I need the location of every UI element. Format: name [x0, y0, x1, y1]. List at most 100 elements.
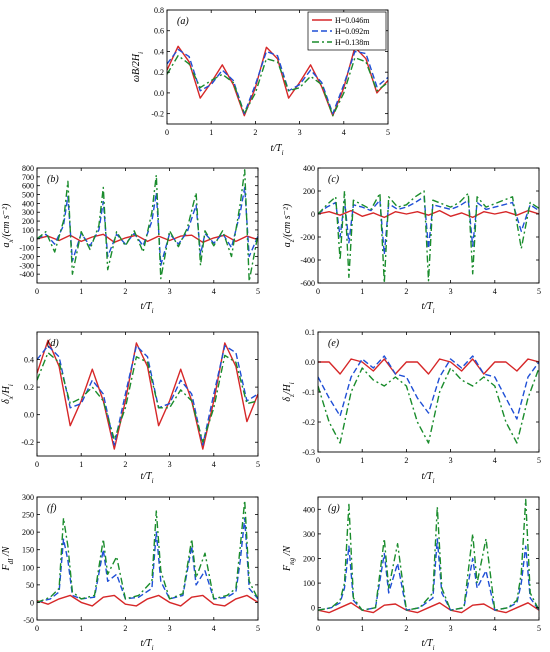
x-tick-label: 3 — [449, 624, 453, 633]
x-tick-label: 0 — [35, 624, 39, 633]
y-axis-label: ax/(cm s⁻²) — [1, 203, 15, 248]
x-tick-label: 0 — [35, 460, 39, 469]
series-line-h-0-138m — [318, 367, 539, 444]
plot-frame — [317, 167, 540, 284]
series-line-h-0-138m — [37, 169, 258, 282]
x-tick-label: 4 — [212, 460, 216, 469]
x-tick-label: 3 — [168, 287, 172, 296]
series-group — [167, 45, 388, 117]
panel-label: (c) — [328, 174, 340, 185]
plot-frame — [36, 496, 259, 621]
x-axis-label: t/Ti — [270, 143, 283, 157]
series-group — [318, 498, 539, 614]
x-tick-label: 0 — [165, 128, 169, 137]
y-tick-label: 0.0 — [305, 358, 315, 367]
series-line-h-0-138m — [167, 54, 388, 117]
panel-b: 0 1 2 3 4 5-400-300-200-100010020030040050060… — [1, 164, 260, 315]
series-line-h-0-046m — [318, 358, 539, 375]
y-tick-label: 0.0 — [24, 411, 34, 420]
y-tick-label: -0.2 — [21, 438, 34, 447]
y-axis-label: ωB/2Hi — [131, 52, 145, 82]
y-tick-label: 0 — [30, 598, 34, 607]
y-tick-label: -0.1 — [302, 388, 315, 397]
x-tick-label: 2 — [123, 460, 127, 469]
series-group — [318, 355, 539, 444]
panel-c: 0 1 2 3 4 5 -600 -400 -200 0 200 400 (c) t/Ti az/(cm s… — [282, 164, 541, 315]
y-tick-label: 300 — [303, 530, 315, 539]
y-tick-label: 250 — [22, 511, 34, 520]
series-line-h-0-046m — [318, 209, 539, 219]
y-axis-label: az/(cm s⁻²) — [282, 203, 296, 247]
legend: H=0.046m H=0.092m H=0.138m — [307, 11, 387, 51]
x-tick-label: 1 — [360, 287, 364, 296]
x-tick-label: 0 — [316, 624, 320, 633]
y-tick-label: 200 — [303, 187, 315, 196]
y-tick-label: -100 — [19, 244, 34, 253]
x-tick-label: 2 — [123, 624, 127, 633]
x-axis-label: t/Ti — [421, 471, 434, 485]
panel-g: 0 1 2 3 4 5 0 100 200 300 400 (g) t/Ti Fng /N — [282, 496, 541, 652]
x-tick-label: 5 — [537, 456, 541, 465]
panel-label: (f) — [47, 503, 57, 514]
x-tick-label: 3 — [168, 460, 172, 469]
legend-label: H=0.092m — [335, 27, 370, 36]
panel-label: (b) — [47, 174, 59, 185]
x-tick-label: 1 — [209, 128, 213, 137]
x-tick-label: 4 — [342, 128, 346, 137]
plot-frame — [36, 167, 259, 284]
plot-frame — [36, 331, 259, 457]
y-axis-label: FdI /N — [1, 545, 15, 571]
y-tick-label: 0.4 — [154, 47, 164, 56]
y-tick-label: 100 — [22, 563, 34, 572]
panel-label: (e) — [328, 338, 340, 349]
y-tick-label: 300 — [22, 208, 34, 217]
series-group — [37, 169, 258, 282]
y-tick-label: -0.3 — [302, 448, 315, 457]
series-line-h-0-138m — [318, 190, 539, 283]
series-line-h-0-138m — [37, 499, 258, 604]
panel-e: 0 1 2 3 4 5 -0.3 -0.2 -0.1 0.0 0.1 (e) t/Ti δz/Hi — [282, 328, 541, 485]
x-tick-label: 3 — [449, 287, 453, 296]
x-tick-label: 1 — [79, 624, 83, 633]
x-tick-label: 5 — [256, 624, 260, 633]
y-tick-label: -200 — [19, 252, 34, 261]
series-line-h-0-046m — [318, 602, 539, 614]
y-axis-label: Fng /N — [282, 545, 296, 572]
y-tick-label: -0.2 — [302, 418, 315, 427]
y-tick-label: 200 — [22, 217, 34, 226]
series-group — [318, 190, 539, 283]
x-tick-label: 5 — [537, 624, 541, 633]
x-tick-label: 2 — [404, 287, 408, 296]
y-tick-label: 200 — [303, 555, 315, 564]
series-line-h-0-092m — [167, 48, 388, 115]
panel-label: (g) — [328, 503, 340, 514]
y-tick-label: 300 — [22, 493, 34, 502]
y-tick-label: -0.2 — [151, 110, 164, 119]
y-tick-label: 0.0 — [154, 89, 164, 98]
x-tick-label: 0 — [316, 456, 320, 465]
x-tick-label: 4 — [212, 624, 216, 633]
series-line-h-0-046m — [37, 594, 258, 607]
y-tick-label: 0 — [30, 235, 34, 244]
y-axis-label: δx/Hi — [1, 384, 15, 404]
x-tick-label: 3 — [449, 456, 453, 465]
x-tick-label: 4 — [493, 287, 497, 296]
y-axis-label: δz/Hi — [282, 382, 296, 401]
x-tick-label: 5 — [256, 460, 260, 469]
y-tick-label: 600 — [22, 182, 34, 191]
y-tick-label: 400 — [22, 199, 34, 208]
x-axis-label: t/Ti — [140, 638, 153, 652]
y-tick-label: 100 — [22, 226, 34, 235]
x-tick-label: 2 — [123, 287, 127, 296]
y-tick-label: 200 — [22, 528, 34, 537]
series-group — [37, 339, 258, 450]
x-tick-label: 4 — [212, 287, 216, 296]
series-line-h-0-092m — [318, 538, 539, 611]
panel-d: 0 1 2 3 4 5 -0.2 0.0 0.2 0.4 (d) t/Ti δx/Hi — [1, 331, 260, 485]
x-tick-label: 3 — [168, 624, 172, 633]
plot-frame — [317, 331, 540, 453]
y-tick-label: 0 — [311, 210, 315, 219]
y-tick-label: 150 — [22, 546, 34, 555]
x-tick-label: 5 — [386, 128, 390, 137]
